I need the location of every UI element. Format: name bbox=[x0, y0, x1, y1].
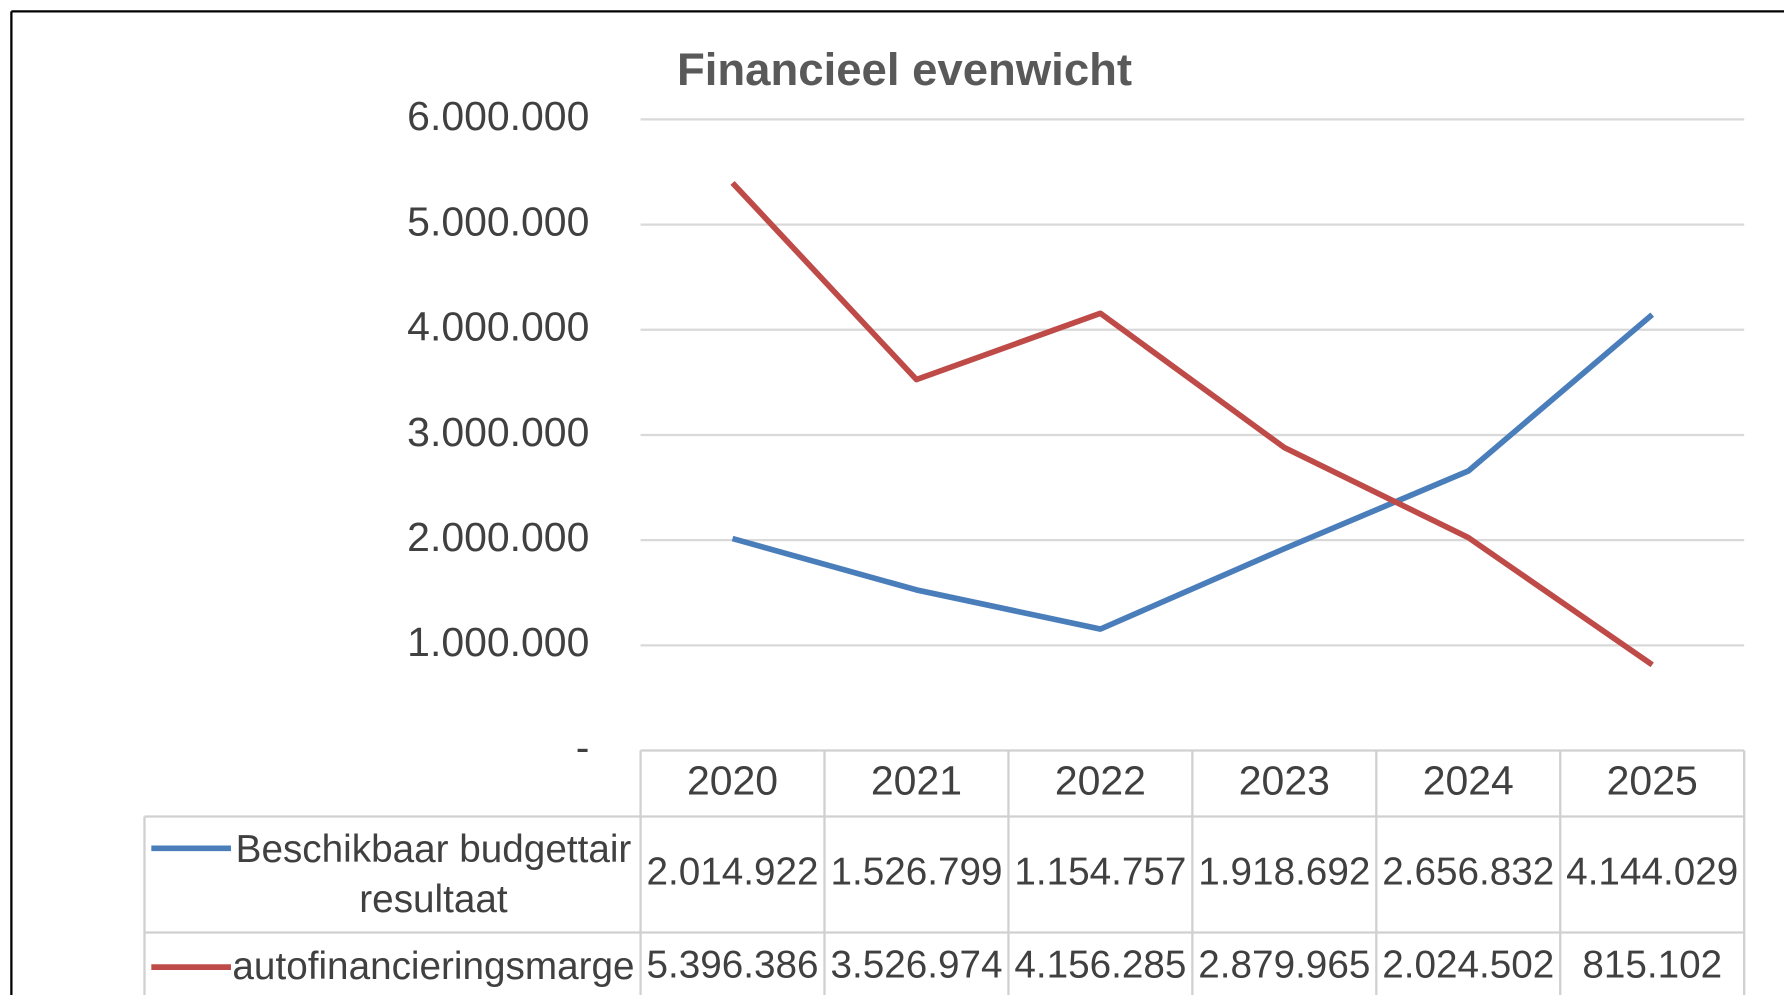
data-label: 4.156.285 bbox=[1014, 943, 1186, 986]
chart-title: Financieel evenwicht bbox=[677, 44, 1132, 95]
y-tick-label: 4.000.000 bbox=[407, 304, 589, 350]
y-tick-label: 6.000.000 bbox=[407, 93, 589, 139]
legend-label-box: autofinancieringsmarge bbox=[233, 944, 634, 989]
y-tick-label: - bbox=[576, 724, 590, 770]
y-tick-label: 1.000.000 bbox=[407, 619, 589, 665]
data-label: 3.526.974 bbox=[830, 943, 1002, 986]
data-label: 5.396.386 bbox=[647, 943, 819, 986]
data-label: 4.144.029 bbox=[1566, 851, 1738, 894]
y-tick-label: 5.000.000 bbox=[407, 198, 589, 244]
data-label: 2.879.965 bbox=[1198, 943, 1370, 986]
data-label: 2.656.832 bbox=[1382, 851, 1554, 894]
data-label: 1.154.757 bbox=[1014, 851, 1186, 894]
x-tick-label: 2024 bbox=[1423, 757, 1514, 803]
x-tick-label: 2021 bbox=[871, 757, 962, 803]
y-tick-label: 2.000.000 bbox=[407, 514, 589, 560]
x-tick-label: 2022 bbox=[1055, 757, 1146, 803]
line-series bbox=[730, 180, 1654, 668]
x-tick-label: 2025 bbox=[1607, 757, 1698, 803]
legend-label: autofinancieringsmarge bbox=[233, 944, 634, 989]
line-series bbox=[731, 312, 1655, 632]
data-label: 815.102 bbox=[1582, 943, 1722, 986]
data-label: 1.918.692 bbox=[1198, 851, 1370, 894]
y-tick-label: 3.000.000 bbox=[407, 409, 589, 455]
x-tick-label: 2020 bbox=[687, 757, 778, 803]
x-tick-label: 2023 bbox=[1239, 757, 1330, 803]
data-label: 2.024.502 bbox=[1382, 943, 1554, 986]
legend-label: Beschikbaar budgettair resultaat bbox=[235, 827, 632, 922]
data-label: 1.526.799 bbox=[830, 851, 1002, 894]
legend-label-box: Beschikbaar budgettair resultaat bbox=[235, 827, 632, 922]
data-label: 2.014.922 bbox=[647, 851, 819, 894]
